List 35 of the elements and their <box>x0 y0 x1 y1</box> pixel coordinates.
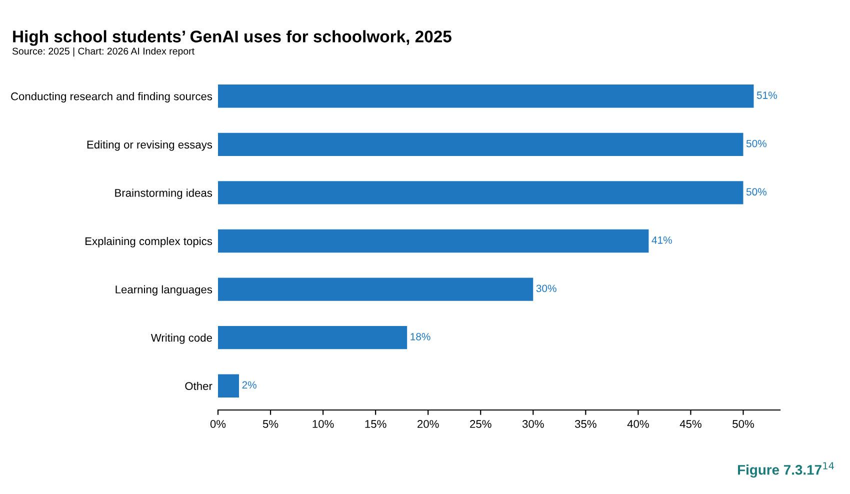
bar <box>218 278 534 301</box>
bar <box>218 84 754 108</box>
data-label: 50% <box>746 140 766 148</box>
x-tick-label: 40% <box>627 420 649 428</box>
bar <box>218 229 649 253</box>
x-tick-label: 20% <box>418 420 439 428</box>
x-tick-label: 5% <box>262 420 278 428</box>
y-tick-label: Brainstorming ideas <box>115 188 212 200</box>
data-label: 50% <box>746 188 766 196</box>
bar <box>218 374 240 398</box>
x-tick-label: 30% <box>522 420 544 428</box>
x-tick-label: 10% <box>312 420 334 428</box>
x-tick-label: 50% <box>732 420 754 428</box>
y-tick-label: Editing or revising essays <box>87 140 212 151</box>
caption: Figure 7.3.17$^{14}$ <box>738 462 834 478</box>
data-label: 2% <box>242 381 256 389</box>
bar <box>218 181 744 204</box>
chart-title: High school students’ GenAI uses for schoolwork, 2025 <box>13 30 452 46</box>
x-tick-label: 25% <box>470 420 492 428</box>
data-label: 30% <box>536 284 556 292</box>
y-tick-label: Writing code <box>150 334 212 344</box>
x-tick-label: 0% <box>210 420 226 428</box>
text: Source: 2025 | Chart: 2026 AI Index report <box>12 47 194 57</box>
x-tick-label: 15% <box>365 420 386 428</box>
data-label: 41% <box>652 236 672 244</box>
x-tick-label: 35% <box>574 420 596 428</box>
y-tick-label: Explaining complex topics <box>86 236 212 248</box>
data-label: 18% <box>410 332 430 340</box>
y-tick-label: Conducting research and finding sources <box>11 92 212 102</box>
bar <box>218 132 744 156</box>
x-tick-label: 45% <box>680 420 702 428</box>
data-label: 51% <box>756 92 777 99</box>
y-tick-label: Other <box>185 382 212 390</box>
bar <box>218 326 408 350</box>
y-tick-label: Learning languages <box>116 285 212 296</box>
